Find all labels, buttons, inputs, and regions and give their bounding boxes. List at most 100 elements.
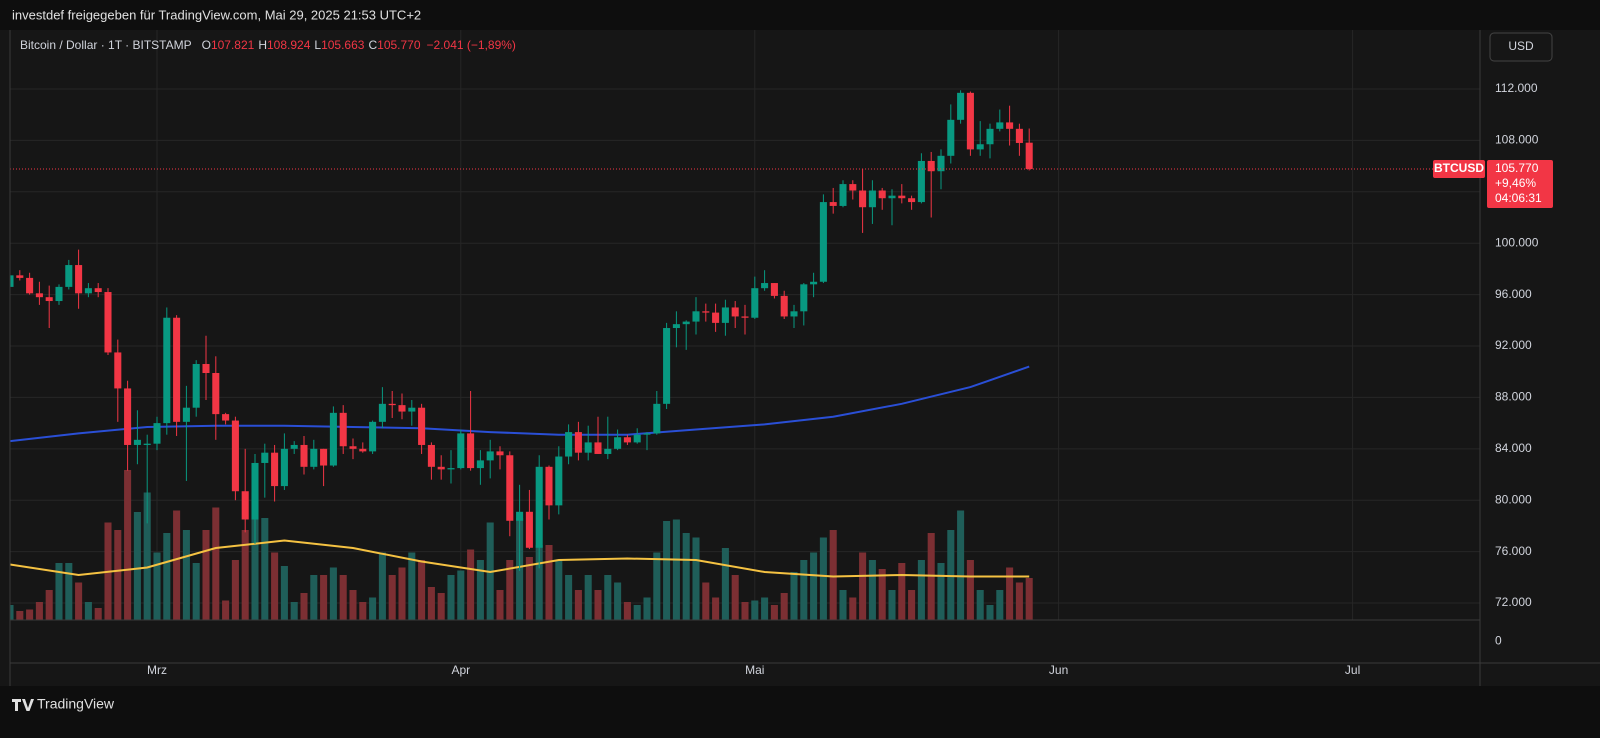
candle-body [231, 420, 239, 492]
currency-label[interactable]: USD [1508, 39, 1534, 53]
candle-body [770, 283, 778, 296]
volume-bar [418, 560, 426, 620]
volume-bar [506, 560, 514, 620]
x-tick-label: Apr [451, 663, 470, 677]
candle-body [692, 311, 700, 322]
volume-bar [555, 560, 563, 620]
candle-body [917, 160, 925, 203]
candle-body [320, 448, 328, 466]
candle-body [839, 184, 847, 206]
volume-bar [574, 590, 582, 620]
volume-bar [427, 587, 435, 620]
volume-bar [594, 590, 602, 620]
volume-bar [800, 560, 808, 620]
candle-body [868, 190, 876, 208]
volume-bar [525, 557, 533, 620]
candle-body [976, 144, 984, 150]
volume-bar [966, 560, 974, 620]
volume-bar [280, 566, 288, 620]
candle-body [251, 462, 259, 520]
candle-body [535, 466, 543, 548]
volume-bar [908, 590, 916, 620]
volume-bar [173, 510, 181, 620]
volume-bar [94, 608, 102, 620]
volume-bar [388, 575, 396, 620]
candle-body [398, 405, 406, 412]
volume-bar [437, 593, 445, 620]
volume-bar [496, 590, 504, 620]
volume-bar [84, 602, 92, 620]
legend-key: L [314, 38, 321, 52]
volume-bar [584, 575, 592, 620]
candle-body [653, 403, 661, 434]
candle-body [310, 448, 318, 467]
volume-bar [114, 530, 122, 620]
volume-bar [320, 575, 328, 620]
y-tick-label: 92.000 [1495, 338, 1532, 352]
volume-bar [878, 569, 886, 620]
volume-bar [996, 590, 1004, 620]
logo-mark [12, 699, 34, 711]
volume-bar [35, 602, 43, 620]
candle-body [849, 184, 857, 191]
volume-bar [143, 492, 151, 620]
candle-body [35, 293, 43, 298]
volume-bar [192, 563, 200, 620]
candle-body [45, 297, 53, 302]
footer-brand: TradingView [37, 696, 115, 712]
candle-body [574, 432, 582, 453]
candle-body [1006, 122, 1014, 129]
candle-body [888, 195, 896, 199]
volume-bar [16, 611, 24, 620]
symbol-badge-text: BTCUSD [1434, 161, 1484, 175]
candle-body [633, 434, 641, 443]
volume-bar [672, 519, 680, 620]
volume-bar [565, 575, 573, 620]
candle-body [966, 92, 974, 150]
volume-bar [1025, 578, 1033, 620]
legend-key: O [202, 38, 211, 52]
candle-body [290, 444, 298, 449]
volume-bar [829, 530, 837, 620]
candle-body [369, 421, 377, 452]
volume-bar [1015, 582, 1023, 620]
volume-bar [153, 552, 161, 620]
volume-bar [231, 560, 239, 620]
volume-bar [731, 575, 739, 620]
candle-body [741, 316, 749, 318]
y-tick-label: 112.000 [1495, 81, 1538, 95]
legend-change: −2.041 (−1,89%) [427, 38, 516, 52]
candle-body [408, 407, 416, 412]
volume-bar [702, 582, 710, 620]
header-bar [0, 0, 1600, 30]
candle-body [780, 295, 788, 317]
volume-bar [261, 518, 269, 620]
legend-key: C [368, 38, 377, 52]
candle-body [280, 448, 288, 487]
candle-body [124, 388, 132, 445]
y-tick-label: 76.000 [1495, 544, 1532, 558]
currency-button[interactable] [1489, 32, 1553, 62]
volume-bar [349, 590, 357, 620]
volume-bar [339, 575, 347, 620]
volume-bar [898, 563, 906, 620]
volume-bar [222, 600, 230, 620]
volume-bar [712, 597, 720, 620]
volume-bar [133, 512, 141, 620]
candle-body [878, 190, 886, 199]
candle-body [672, 324, 680, 329]
candle-body [859, 190, 867, 208]
candle-body [702, 311, 710, 313]
candle-body [222, 414, 230, 421]
volume-bar [182, 530, 190, 620]
candle-body [486, 451, 494, 461]
y-tick-label: 80.000 [1495, 492, 1532, 506]
y-tick-label: 100.000 [1495, 235, 1539, 249]
volume-bar [163, 533, 171, 620]
volume-bar [329, 567, 337, 620]
y-tick-label: 72.000 [1495, 595, 1532, 609]
candle-body [555, 456, 563, 506]
volume-bar [467, 549, 475, 620]
candle-body [467, 433, 475, 469]
volume-bar [888, 590, 896, 620]
